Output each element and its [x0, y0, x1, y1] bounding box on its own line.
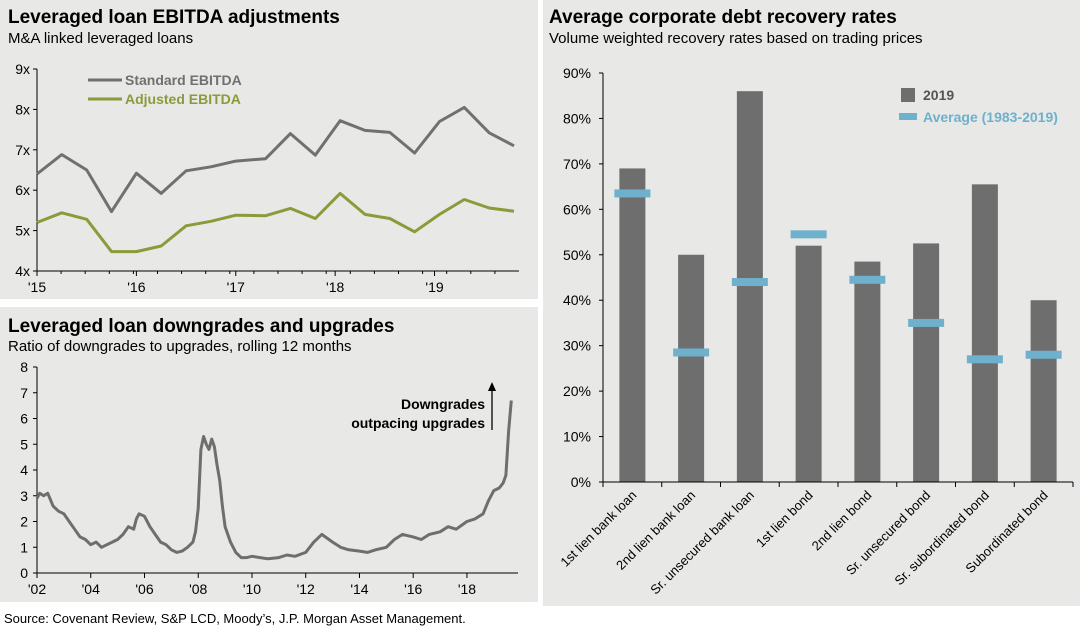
series-line-adjusted-ebitda: [36, 191, 515, 254]
x-tick-label: '16: [127, 279, 145, 295]
bar-2019: [678, 254, 705, 482]
y-tick-label: 7x: [15, 142, 30, 158]
y-tick-label: 6x: [15, 182, 30, 198]
ebitda-chart-subtitle: M&A linked leveraged loans: [8, 30, 194, 47]
recovery-chart-panel: Average corporate debt recovery rates Vo…: [543, 0, 1080, 606]
y-tick-label: 0: [20, 565, 28, 581]
legend-swatch-2019: [901, 88, 915, 102]
legend-label: Average (1983-2019): [923, 109, 1058, 125]
bar-2019: [971, 184, 998, 483]
y-tick-label: 1: [20, 539, 28, 555]
average-marker: [849, 275, 886, 284]
downgrades-chart-plot: 0 1 2 3 4 5 6 7 8 '02 '04 '06 '08 '10 '12 '14 '16 '18 Down…: [20, 359, 518, 597]
downgrades-chart-panel: Leveraged loan downgrades and upgrades R…: [0, 307, 538, 602]
annotation-text: Downgrades: [401, 396, 485, 412]
y-tick-label: 4x: [15, 263, 30, 279]
series-line-ratio: [35, 400, 513, 561]
y-tick-label: 4: [20, 462, 28, 478]
y-tick-label: 2: [20, 514, 28, 530]
ebitda-chart-title: Leveraged loan EBITDA adjustments: [8, 7, 340, 28]
x-tick-label: '04: [82, 581, 100, 597]
y-tick-label: 9x: [15, 61, 30, 77]
y-tick-label: 20%: [563, 383, 591, 399]
average-marker: [966, 355, 1003, 364]
x-tick-label: '17: [227, 279, 245, 295]
bar-2019: [795, 245, 822, 482]
legend-label: Adjusted EBITDA: [125, 91, 241, 107]
y-tick-label: 5x: [15, 223, 30, 239]
x-tick-label: '15: [28, 279, 46, 295]
y-tick-label: 10%: [563, 429, 591, 445]
x-tick-label: '18: [326, 279, 344, 295]
x-tick-label: '10: [243, 581, 261, 597]
average-marker: [1025, 350, 1062, 359]
y-tick-label: 0%: [571, 474, 591, 490]
recovery-chart-subtitle: Volume weighted recovery rates based on …: [549, 30, 923, 47]
x-category-label: 1st lien bond: [753, 488, 816, 551]
annotation-arrow-head: [488, 382, 496, 391]
x-tick-label: '18: [458, 581, 476, 597]
average-marker: [614, 189, 651, 198]
downgrades-chart-subtitle: Ratio of downgrades to upgrades, rolling…: [8, 338, 352, 355]
series-line-standard-ebitda: [36, 105, 515, 214]
ebitda-chart-panel: Leveraged loan EBITDA adjustments M&A li…: [0, 0, 538, 299]
y-tick-label: 90%: [563, 65, 591, 81]
x-tick-label: '14: [350, 581, 368, 597]
x-tick-label: '12: [297, 581, 315, 597]
bar-2019: [854, 261, 881, 482]
legend-label: 2019: [923, 87, 954, 103]
x-category-label: Sr. unsecured bank loan: [647, 488, 757, 598]
y-tick-label: 3: [20, 488, 28, 504]
annotation-text: outpacing upgrades: [351, 415, 485, 431]
x-tick-label: '16: [404, 581, 422, 597]
x-category-label: 2nd lien bond: [809, 488, 875, 554]
source-note: Source: Covenant Review, S&P LCD, Moody’…: [4, 611, 466, 626]
legend-swatch-average: [899, 113, 917, 120]
legend-label: Standard EBITDA: [125, 72, 242, 88]
x-tick-label: '02: [28, 581, 46, 597]
downgrades-chart-title: Leveraged loan downgrades and upgrades: [8, 316, 395, 337]
average-marker: [908, 318, 945, 327]
y-tick-label: 50%: [563, 247, 591, 263]
y-tick-label: 40%: [563, 292, 591, 308]
recovery-chart-plot: 0%10%20%30%40%50%60%70%80%90%1st lien ba…: [557, 65, 1074, 598]
average-marker: [790, 230, 827, 239]
y-tick-label: 30%: [563, 338, 591, 354]
bar-2019: [736, 91, 763, 482]
ebitda-chart-plot: 4x 5x 6x 7x 8x 9x '15 '16 '17 '18 '19 Standard EBIT…: [15, 61, 519, 295]
y-tick-label: 60%: [563, 201, 591, 217]
recovery-chart-title: Average corporate debt recovery rates: [549, 7, 897, 28]
x-tick-label: '08: [189, 581, 207, 597]
x-tick-label: '06: [135, 581, 153, 597]
y-tick-label: 80%: [563, 110, 591, 126]
y-tick-label: 6: [20, 411, 28, 427]
y-tick-label: 70%: [563, 156, 591, 172]
y-tick-label: 7: [20, 385, 28, 401]
average-marker: [673, 348, 710, 357]
y-tick-label: 8x: [15, 101, 30, 117]
bar-2019: [619, 168, 646, 482]
y-tick-label: 8: [20, 359, 28, 375]
x-tick-label: '19: [425, 279, 443, 295]
average-marker: [731, 278, 768, 287]
bar-2019: [913, 243, 940, 482]
y-tick-label: 5: [20, 436, 28, 452]
bar-2019: [1030, 300, 1057, 482]
